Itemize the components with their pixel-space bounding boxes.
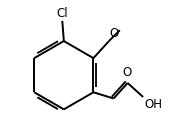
Text: O: O xyxy=(109,27,119,40)
Text: O: O xyxy=(122,66,132,79)
Text: OH: OH xyxy=(144,98,162,111)
Text: Cl: Cl xyxy=(56,7,68,20)
